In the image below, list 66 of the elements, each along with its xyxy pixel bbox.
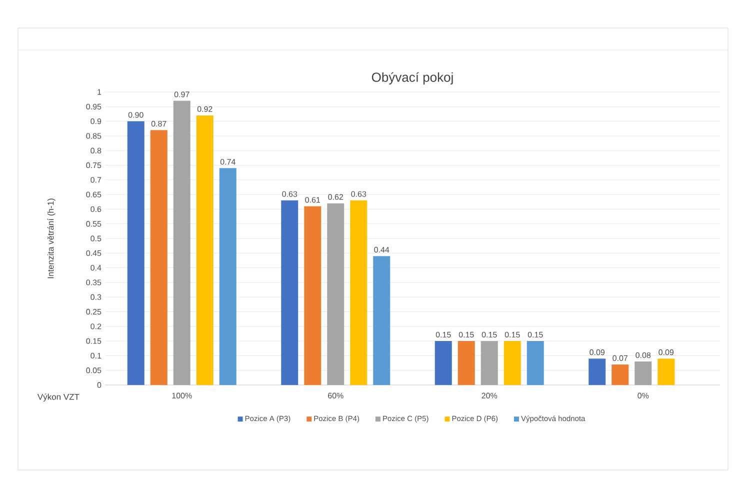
data-label: 0.87: [151, 120, 166, 127]
y-tick-label: 0.2: [90, 324, 102, 330]
y-tick-label: 0.25: [86, 308, 102, 315]
x-tick-label: 60%: [328, 392, 344, 398]
bar: [612, 364, 629, 385]
data-label: 0.15: [482, 332, 497, 338]
y-tick-label: 0.75: [86, 162, 102, 168]
y-axis-title: Intenzita větrání (h-1): [47, 198, 56, 278]
y-tick-label: 0.7: [90, 177, 102, 183]
bar: [373, 256, 390, 385]
bar: [526, 341, 544, 385]
data-label: 0.44: [374, 246, 390, 253]
data-label: 0.92: [197, 106, 212, 112]
bar: [658, 358, 675, 385]
data-label: 0.62: [328, 194, 344, 200]
chart-title: Obývací pokoj: [372, 72, 453, 84]
y-tick-label: 0.1: [90, 352, 102, 359]
data-label: 0.74: [220, 158, 236, 165]
y-tick-label: 0.5: [90, 236, 102, 242]
x-tick-label: 0%: [638, 392, 649, 398]
bar: [350, 200, 368, 385]
y-tick-label: 0.6: [90, 206, 102, 212]
y-tick-label: 0.3: [90, 294, 102, 300]
y-tick-label: 0.8: [90, 148, 102, 154]
data-label: 0.61: [305, 197, 320, 203]
y-tick-label: 0.95: [86, 104, 102, 110]
y-tick-label: 0.9: [90, 118, 102, 124]
bar: [588, 358, 606, 385]
data-label: 0.09: [658, 349, 674, 356]
y-tick-label: 0.45: [86, 250, 102, 256]
data-label: 0.07: [612, 355, 628, 361]
bar: [173, 100, 190, 385]
y-tick-label: 0: [97, 382, 102, 388]
bar: [504, 341, 521, 385]
data-label: 0.63: [351, 191, 366, 197]
bar: [219, 168, 236, 385]
data-label: 0.15: [436, 332, 451, 338]
bar: [480, 341, 498, 385]
x-tick-label: 20%: [482, 392, 498, 398]
bar: [150, 130, 168, 385]
bar: [127, 121, 144, 385]
y-tick-label: 0.05: [86, 368, 102, 374]
data-label: 0.15: [528, 332, 543, 338]
bar: [281, 200, 298, 385]
x-axis-title: Výkon VZT: [37, 394, 80, 402]
data-label: 0.09: [590, 349, 605, 356]
bar: [304, 206, 322, 385]
data-label: 0.90: [128, 112, 144, 118]
y-tick-label: 0.15: [86, 338, 102, 344]
x-tick-label: 100%: [172, 392, 192, 398]
y-tick-label: 0.55: [86, 221, 102, 227]
data-label: 0.97: [174, 92, 190, 98]
data-label: 0.63: [282, 191, 298, 197]
y-tick-label: 0.65: [86, 192, 102, 198]
data-label: 0.15: [504, 332, 520, 338]
y-tick-label: 0.85: [86, 133, 102, 139]
y-tick-label: 1: [98, 89, 102, 95]
bar: [196, 115, 214, 385]
bar: [458, 341, 475, 385]
bar: [434, 341, 452, 385]
bar: [327, 203, 344, 385]
bar: [634, 362, 652, 385]
y-tick-label: 0.35: [86, 280, 102, 286]
data-label: 0.15: [458, 332, 474, 338]
y-tick-label: 0.4: [90, 264, 102, 271]
data-label: 0.08: [636, 352, 651, 358]
